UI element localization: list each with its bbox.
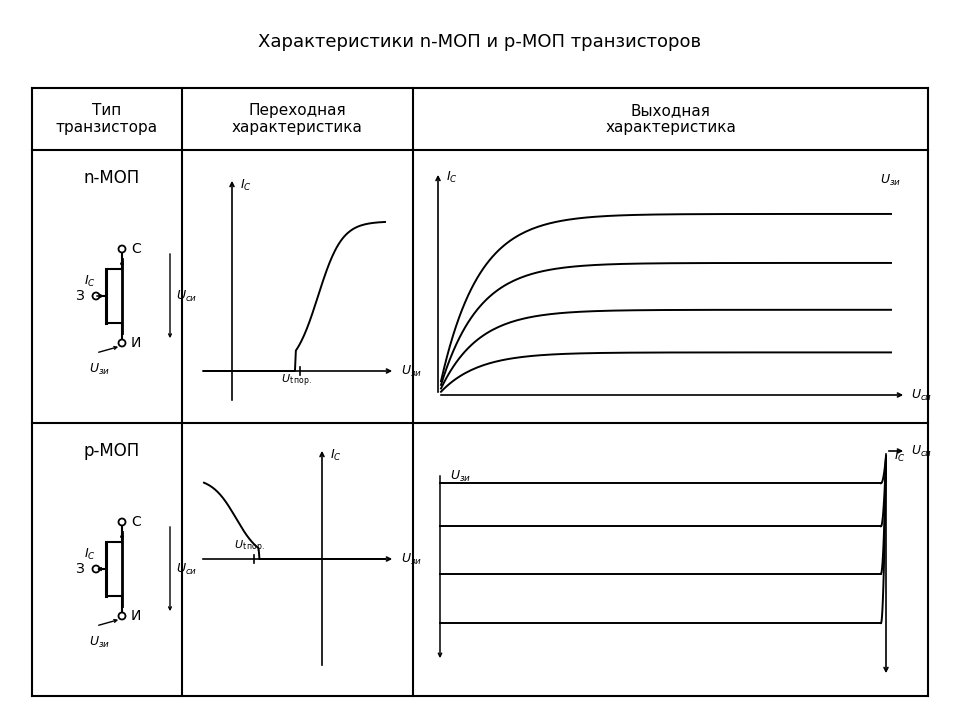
Text: $U_{\rm t\,пор.}$: $U_{\rm t\,пор.}$	[233, 539, 264, 555]
Text: $U_{зи}$: $U_{зи}$	[89, 634, 110, 649]
Circle shape	[118, 518, 126, 526]
Text: $I_С$: $I_С$	[446, 169, 458, 184]
Circle shape	[92, 292, 100, 300]
Text: И: И	[131, 609, 141, 623]
Text: $U_{зи}$: $U_{зи}$	[450, 469, 471, 484]
Text: n-МОП: n-МОП	[84, 169, 140, 187]
Text: $U_{си}$: $U_{си}$	[911, 387, 932, 402]
Text: р-МОП: р-МОП	[84, 442, 140, 460]
Text: С: С	[131, 242, 141, 256]
Text: $I_С$: $I_С$	[84, 274, 96, 289]
Text: $U_{зи}$: $U_{зи}$	[879, 173, 901, 187]
Circle shape	[118, 613, 126, 619]
Text: Тип
транзистора: Тип транзистора	[56, 103, 158, 135]
Text: С: С	[131, 515, 141, 529]
Circle shape	[92, 565, 100, 572]
Circle shape	[118, 246, 126, 253]
Text: Переходная
характеристика: Переходная характеристика	[232, 103, 363, 135]
Text: $U_{си}$: $U_{си}$	[911, 444, 932, 459]
Text: Характеристики n-МОП и р-МОП транзисторов: Характеристики n-МОП и р-МОП транзисторо…	[258, 33, 702, 51]
Text: $I_С$: $I_С$	[240, 177, 252, 192]
Text: $I_С$: $I_С$	[894, 449, 906, 464]
Text: $U_{си}$: $U_{си}$	[176, 562, 198, 577]
Text: $U_{зи}$: $U_{зи}$	[401, 364, 422, 379]
Text: $U_{\rm t\,пор.}$: $U_{\rm t\,пор.}$	[280, 373, 311, 390]
Text: И: И	[131, 336, 141, 350]
Text: $U_{зи}$: $U_{зи}$	[401, 552, 422, 567]
Text: Выходная
характеристика: Выходная характеристика	[605, 103, 736, 135]
Text: $I_С$: $I_С$	[330, 447, 342, 462]
Text: $U_{си}$: $U_{си}$	[176, 289, 198, 304]
Circle shape	[118, 340, 126, 346]
Text: З: З	[75, 562, 84, 576]
Text: $I_С$: $I_С$	[84, 546, 96, 562]
Text: $U_{зи}$: $U_{зи}$	[89, 361, 110, 377]
Text: З: З	[75, 289, 84, 303]
